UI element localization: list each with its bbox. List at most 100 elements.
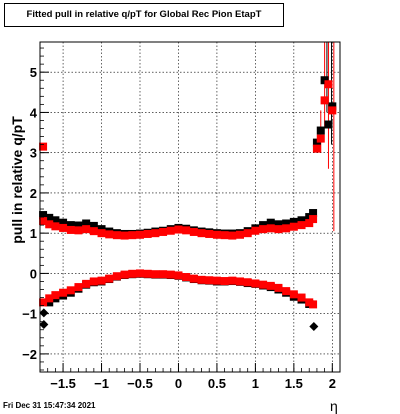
square-point: [166, 226, 175, 235]
square-point: [228, 231, 237, 240]
square-point: [282, 287, 291, 296]
square-point: [297, 293, 306, 302]
square-point: [243, 278, 252, 287]
square-point: [45, 220, 54, 229]
square-point: [289, 290, 298, 299]
y-axis-label: pull in relative q/pT: [9, 116, 25, 244]
square-point: [182, 273, 191, 282]
square-point: [305, 219, 314, 228]
square-point: [197, 275, 206, 284]
square-point: [282, 224, 291, 233]
square-point: [136, 269, 144, 278]
square-point: [251, 279, 260, 288]
square-point: [309, 215, 318, 224]
x-tick-label: 0.5: [208, 376, 226, 391]
square-point: [128, 269, 137, 278]
square-point: [51, 222, 60, 231]
square-point: [289, 217, 298, 226]
square-point: [105, 230, 114, 239]
square-point: [312, 138, 321, 147]
title-box: Fitted pull in relative q/pT for Global …: [4, 3, 284, 27]
x-axis-label: η: [330, 398, 338, 414]
points-layer: [39, 76, 337, 332]
y-tick-label: 2: [30, 186, 37, 201]
square-point: [120, 270, 129, 279]
x-tick-label: 1.5: [285, 376, 303, 391]
square-point: [309, 209, 318, 218]
square-point: [328, 102, 337, 111]
square-point: [309, 300, 318, 309]
square-point: [189, 274, 198, 283]
square-point: [243, 229, 252, 238]
square-point: [159, 270, 168, 279]
square-point: [66, 286, 75, 295]
diamond-point: [39, 308, 49, 318]
square-point: [328, 106, 337, 115]
square-point: [174, 225, 183, 234]
y-tick-label: −1: [22, 307, 37, 322]
plot-frame: [39, 41, 341, 373]
square-point: [45, 294, 54, 303]
square-point: [320, 76, 329, 85]
square-point: [259, 221, 268, 230]
square-point: [39, 298, 48, 307]
y-tick-label: 4: [30, 105, 38, 120]
square-point: [51, 291, 60, 300]
square-point: [89, 227, 98, 236]
y-tick-label: 0: [30, 266, 37, 281]
x-tick-label: 0: [175, 376, 182, 391]
timestamp: Fri Dec 31 15:47:34 2021: [3, 401, 96, 410]
square-point: [112, 272, 121, 281]
square-point: [82, 279, 91, 288]
square-point: [266, 224, 275, 233]
diamond-point: [309, 322, 319, 332]
square-point: [45, 298, 54, 307]
square-point: [45, 213, 54, 222]
ticks-layer: [39, 47, 333, 372]
square-point: [274, 220, 283, 229]
diamond-point: [39, 320, 49, 330]
square-point: [259, 280, 268, 289]
square-point: [39, 217, 48, 226]
square-point: [82, 219, 91, 228]
square-point: [220, 231, 229, 240]
square-point: [143, 269, 152, 278]
square-point: [74, 283, 83, 292]
square-point: [112, 231, 121, 240]
square-point: [59, 218, 68, 227]
square-point: [143, 229, 152, 238]
square-point: [166, 270, 175, 279]
square-point: [97, 225, 106, 234]
square-point: [182, 226, 191, 235]
y-tick-label: 5: [30, 65, 37, 80]
x-tick-label: 2: [329, 376, 336, 391]
square-point: [66, 225, 75, 234]
grid-layer: [40, 42, 340, 372]
square-point: [39, 142, 48, 151]
square-point: [205, 229, 214, 238]
square-point: [316, 134, 325, 143]
square-point: [174, 271, 183, 280]
square-point: [236, 277, 244, 286]
square-point: [189, 227, 198, 236]
square-point: [236, 230, 244, 239]
square-point: [128, 231, 137, 240]
square-point: [297, 216, 306, 225]
square-point: [151, 229, 160, 238]
square-point: [205, 276, 214, 285]
tick-label-layer: −1.5 −1 −0.5 0 0.5 1 1.5 2 −2 −1 0 1 2 3 4 5: [22, 65, 336, 391]
square-point: [251, 226, 260, 235]
square-point: [74, 221, 83, 230]
y-tick-label: 3: [30, 146, 37, 161]
square-point: [324, 120, 333, 129]
square-point: [159, 227, 168, 236]
square-point: [59, 288, 68, 297]
square-point: [228, 276, 237, 285]
square-point: [97, 276, 106, 285]
square-point: [266, 218, 275, 227]
square-point: [289, 222, 298, 231]
square-point: [274, 225, 283, 234]
chart-title: Fitted pull in relative q/pT for Global …: [26, 9, 262, 20]
square-point: [212, 276, 221, 285]
